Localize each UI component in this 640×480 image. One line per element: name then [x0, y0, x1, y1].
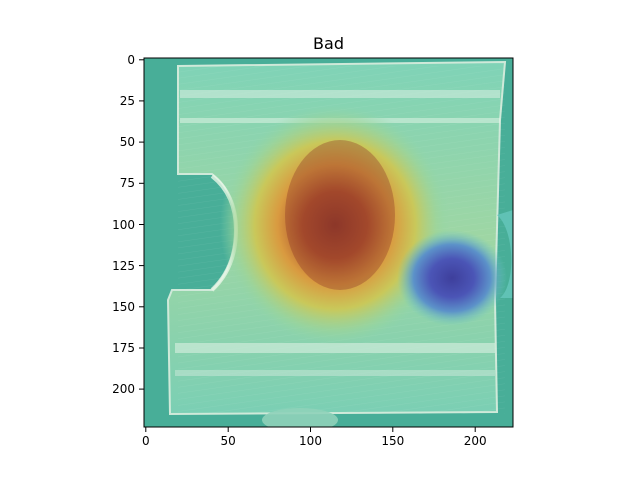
- x-tick-label: 50: [221, 434, 236, 448]
- x-tick-label: 200: [464, 434, 487, 448]
- x-tick-label: 150: [381, 434, 404, 448]
- y-tick-label: 0: [127, 53, 135, 67]
- y-tick-label: 50: [120, 135, 135, 149]
- chart-title: Bad: [313, 34, 344, 53]
- y-tick-label: 25: [120, 94, 135, 108]
- y-tick-label: 100: [112, 218, 135, 232]
- axes-frame: [143, 57, 514, 428]
- y-tick-label: 175: [112, 341, 135, 355]
- cold-region: [397, 230, 507, 326]
- y-tick-label: 150: [112, 300, 135, 314]
- x-axis: 0 50 100 150 200: [142, 427, 487, 448]
- x-tick-label: 0: [142, 434, 150, 448]
- y-axis: 0 25 50 75 100 125 150 175 200: [112, 53, 144, 396]
- y-tick-label: 200: [112, 382, 135, 396]
- y-tick-label: 125: [112, 259, 135, 273]
- hot-region: [220, 105, 450, 345]
- y-tick-label: 75: [120, 176, 135, 190]
- x-tick-label: 100: [299, 434, 322, 448]
- heatmap-image: [144, 58, 513, 427]
